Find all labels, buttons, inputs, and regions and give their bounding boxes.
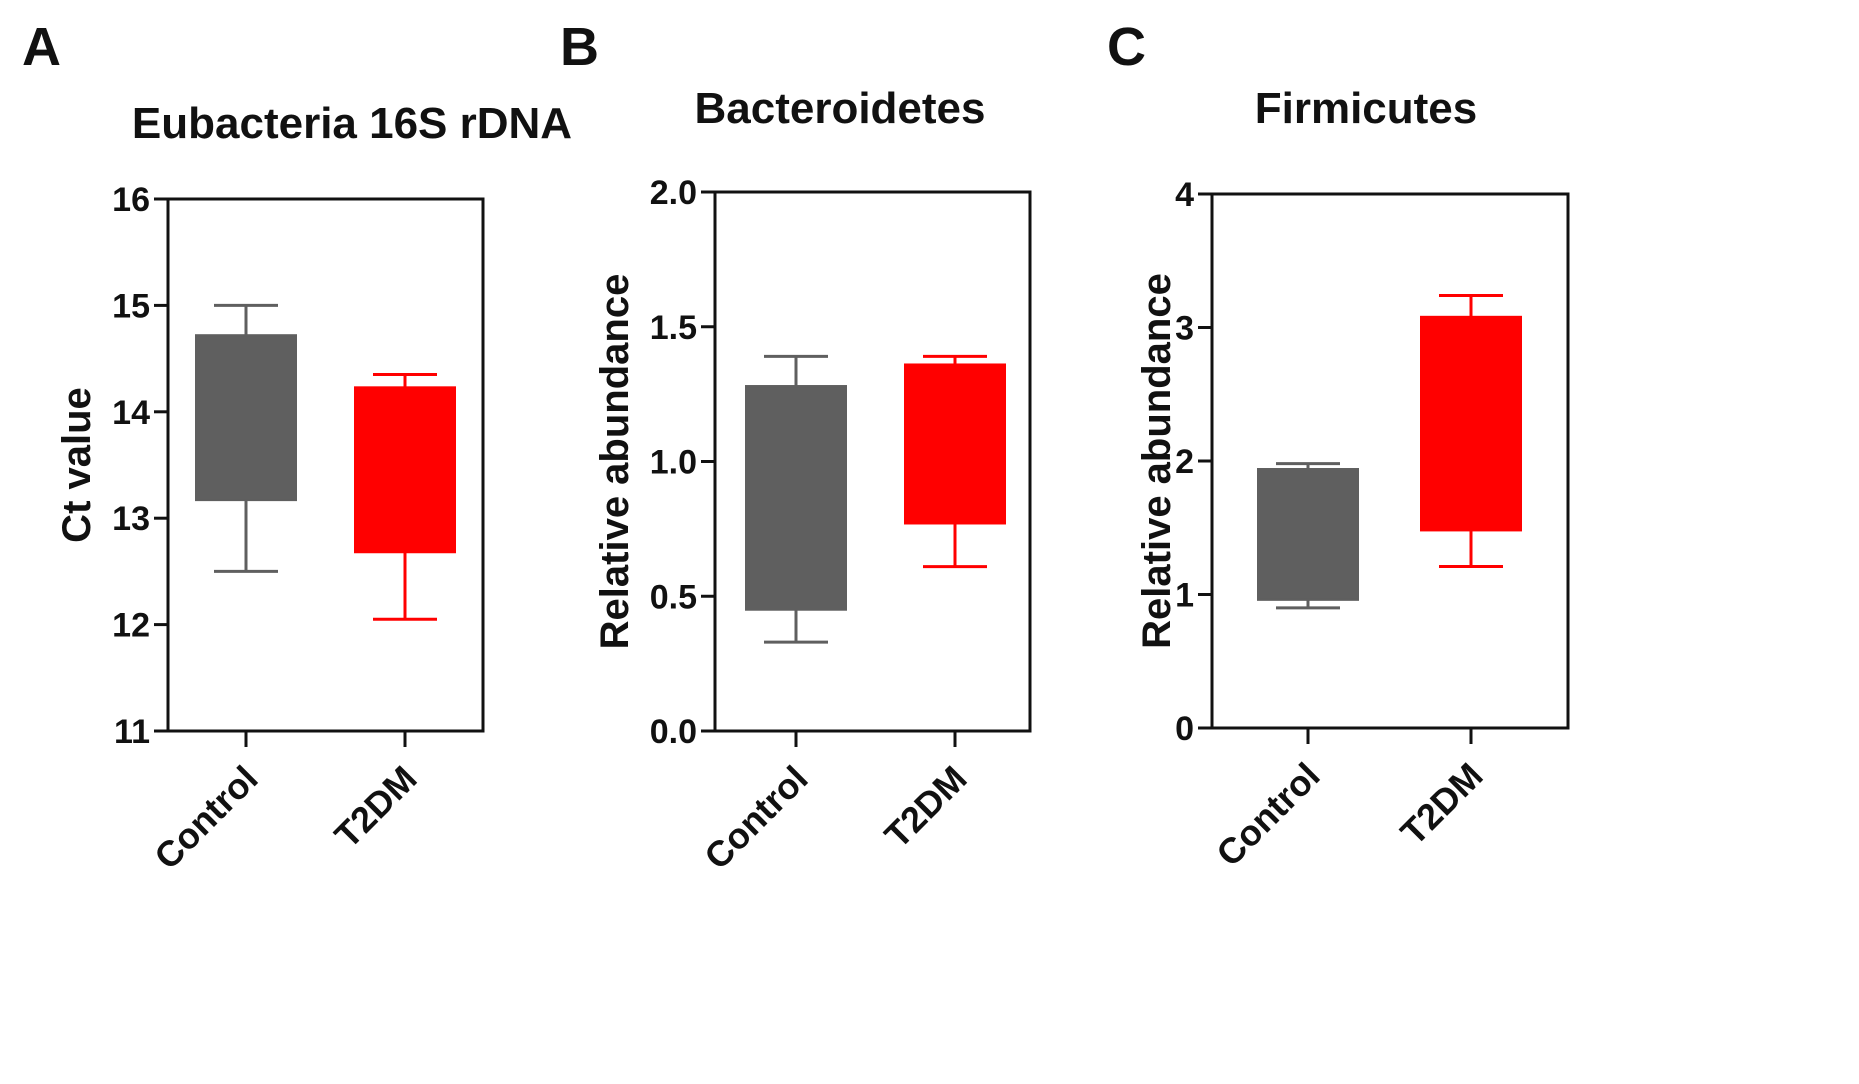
panel-a-control-box [195, 334, 297, 502]
panel-c-t2dm-box [1420, 315, 1522, 532]
panel-b-y-tick-label: 1.5 [650, 309, 697, 347]
panel-c-y-tick-label: 2 [1175, 443, 1194, 481]
panel-a-title: Eubacteria 16S rDNA [132, 99, 572, 148]
panel-a-y-tick-label: 11 [114, 713, 150, 751]
panel-c-y-tick-label: 1 [1175, 577, 1194, 615]
panel-b-y-tick-label: 0.0 [650, 713, 697, 751]
panel-b-y-tick-label: 2.0 [650, 174, 697, 212]
panel-c-y-tick-label: 0 [1175, 710, 1194, 748]
panel-a-y-tick-label: 15 [112, 287, 150, 325]
panel-a-y-tick-label: 12 [112, 607, 150, 645]
panel-a-letter: A [22, 17, 61, 77]
panel-a-y-tick-label: 13 [112, 500, 150, 538]
panel-a-plot-frame [166, 197, 485, 733]
panel-b-y-tick-label: 0.5 [650, 578, 697, 616]
panel-b-letter: B [560, 17, 599, 77]
panel-c-letter: C [1107, 17, 1146, 77]
panel-b-t2dm-box [904, 363, 1006, 525]
panel-c-y-tick-label: 3 [1175, 310, 1194, 348]
panel-b-y-tick-label: 1.0 [650, 444, 697, 482]
panel-c-y-tick-label: 4 [1175, 176, 1194, 214]
panel-a-t2dm-box [354, 386, 456, 554]
panel-c-y-axis-label: Relative abundance [1135, 273, 1179, 649]
panel-a-y-tick-label: 14 [112, 394, 150, 432]
panel-b-title: Bacteroidetes [694, 84, 985, 133]
panel-a-y-axis-label: Ct value [55, 387, 99, 543]
panel-a-y-tick-label: 16 [112, 181, 150, 219]
panel-b-y-axis-label: Relative abundance [593, 274, 637, 650]
panel-c-title: Firmicutes [1255, 84, 1478, 133]
panel-c-control-box [1257, 468, 1359, 601]
panel-b-control-box [745, 385, 847, 611]
